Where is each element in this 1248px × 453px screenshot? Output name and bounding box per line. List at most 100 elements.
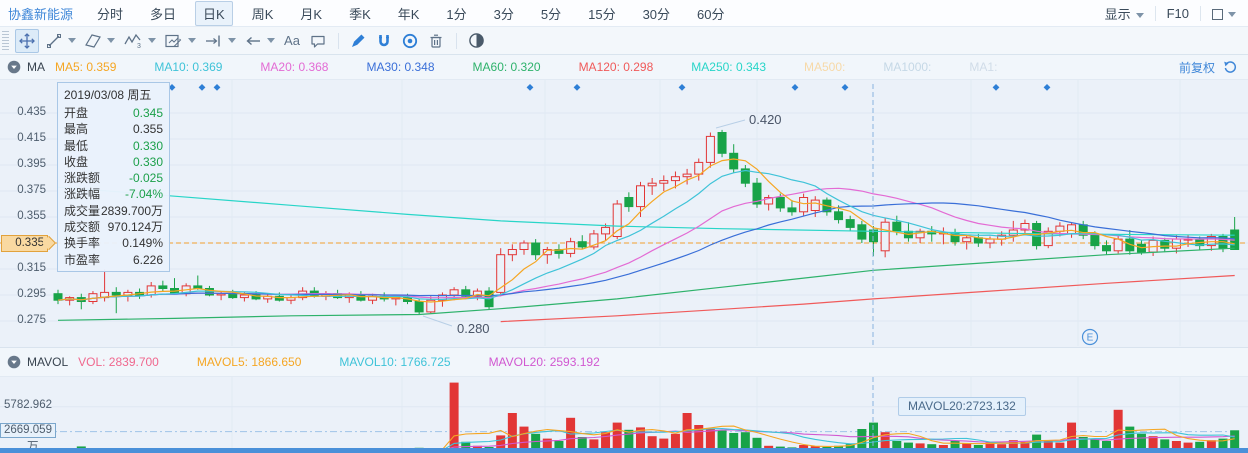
collapse-icon[interactable] (7, 355, 21, 369)
indicator-name[interactable]: MAVOL (27, 355, 69, 369)
price-annotation: 0.420 (749, 112, 782, 127)
continuous-draw-button[interactable] (399, 29, 421, 53)
f10-button[interactable]: F10 (1166, 5, 1189, 21)
tooltip-row: 涨跌幅 -7.04% (64, 187, 163, 202)
price-axis-label: 0.395 (17, 158, 46, 170)
chevron-down-icon (148, 38, 156, 43)
mavol-indicator-bar: MAVOL VOL: 2839.700 MAVOL5: 1866.650 MAVOL… (0, 347, 1248, 377)
event-diamond-icon[interactable] (791, 84, 799, 91)
volume-axis-upper: 5782.962 (4, 399, 52, 411)
display-dropdown[interactable]: 显示 (1105, 4, 1144, 23)
ma-value[interactable]: MA250: 0.343 (691, 60, 766, 74)
ma-value[interactable]: MA120: 0.298 (578, 60, 654, 74)
event-diamond-icon[interactable] (213, 84, 221, 91)
tooltip-row: 成交额 970.124万 (64, 220, 163, 235)
event-diamond-icon[interactable] (992, 84, 1000, 91)
tab-60分[interactable]: 60分 (697, 6, 725, 22)
window-icon (1212, 8, 1223, 20)
tooltip-row: 最低 0.330 (64, 138, 163, 153)
arrow-tool-button[interactable] (242, 29, 277, 53)
tooltip-row: 成交量 2839.700万 (64, 203, 163, 218)
period-tabs: 分时 多日 日K 周K 月K 季K 年K 1分 3分 5分 15分 30分 60分 (97, 0, 752, 26)
toolbar-grip-handle[interactable] (2, 30, 9, 51)
window-layout-dropdown[interactable] (1212, 6, 1236, 21)
tab-3分[interactable]: 3分 (493, 6, 514, 22)
adjust-mode-button[interactable]: 前复权 (1178, 60, 1215, 75)
event-diamond-icon[interactable] (526, 84, 534, 91)
wave-tool-button[interactable]: 3 (121, 29, 158, 53)
speech-bubble-icon (311, 35, 325, 48)
divider (338, 32, 339, 49)
price-annotation: 0.280 (457, 321, 490, 336)
ma-value[interactable]: MA20: 0.368 (260, 60, 329, 74)
event-diamond-icon[interactable] (573, 84, 581, 91)
tab-30分[interactable]: 30分 (642, 6, 671, 22)
ma-value[interactable]: MA5: 0.359 (55, 60, 117, 74)
tooltip-row: 收盘 0.330 (64, 154, 163, 169)
event-diamond-icon[interactable] (1043, 84, 1051, 91)
mavol-value[interactable]: MAVOL20: 2593.192 (488, 355, 600, 369)
collapse-icon[interactable] (7, 60, 21, 74)
tab-月K[interactable]: 月K (300, 6, 323, 22)
price-axis-label: 0.295 (17, 288, 46, 300)
ma-value[interactable]: MA10: 0.369 (154, 60, 223, 74)
event-circle-icon[interactable] (1081, 328, 1099, 346)
ma-value[interactable]: MA1000: (883, 60, 932, 74)
price-axis-label: 0.275 (17, 314, 46, 326)
tab-分时[interactable]: 分时 (97, 6, 124, 22)
tab-日K[interactable]: 日K (195, 0, 233, 26)
ma-indicator-bar: MA MA5: 0.359 MA10: 0.369 MA20: 0.368 MA30:… (0, 55, 1248, 80)
text-tool-button[interactable]: Aa (281, 29, 303, 53)
mavol-values: VOL: 2839.700 MAVOL5: 1866.650 MAVOL10: 17… (78, 355, 638, 369)
magnet-mode-button[interactable] (373, 29, 395, 53)
volume-plot (0, 377, 1248, 453)
candlestick-chart[interactable]: 0.420 0.280 E 0.435 0.415 0.395 0.375 0.355 0.3… (0, 80, 1248, 346)
svg-text:3: 3 (137, 43, 141, 50)
contrast-toggle-button[interactable] (465, 29, 488, 53)
pencil-icon (352, 34, 365, 47)
ma-value[interactable]: MA1: (969, 60, 998, 74)
display-label: 显示 (1104, 6, 1131, 22)
comment-tool-button[interactable] (307, 29, 329, 53)
event-diamond-icon[interactable] (198, 84, 206, 91)
tab-年K[interactable]: 年K (397, 6, 420, 22)
mavol-value[interactable]: VOL: 2839.700 (78, 355, 159, 369)
undo-icon[interactable] (1223, 60, 1238, 74)
ma-value[interactable]: MA30: 0.348 (366, 60, 435, 74)
trash-icon (430, 34, 442, 48)
extend-line-tool-button[interactable] (202, 29, 238, 53)
draw-mode-button[interactable] (347, 29, 369, 53)
stock-name[interactable]: 协鑫新能源 (8, 6, 74, 22)
divider (456, 32, 457, 49)
tab-5分[interactable]: 5分 (540, 6, 562, 22)
ma-value[interactable]: MA60: 0.320 (472, 60, 541, 74)
time-scrollbar[interactable] (0, 448, 1248, 453)
delete-drawings-button[interactable] (425, 29, 447, 53)
mavol-value[interactable]: MAVOL10: 1766.725 (339, 355, 451, 369)
pan-tool-button[interactable] (15, 28, 39, 53)
chevron-down-icon (228, 38, 236, 43)
left-arrow-icon (246, 36, 260, 45)
pattern-tool-button[interactable] (162, 29, 198, 53)
text-tool-icon: Aa (284, 33, 300, 48)
mavol-value[interactable]: MAVOL5: 1866.650 (196, 355, 302, 369)
price-axis-label: 0.435 (17, 106, 46, 118)
event-diamond-icon[interactable] (678, 84, 686, 91)
ma-value[interactable]: MA500: (804, 60, 846, 74)
volume-chart[interactable]: 5782.962 2669.059 万 (0, 377, 1248, 453)
trendline-tool-button[interactable] (43, 29, 78, 53)
tab-季K[interactable]: 季K (349, 6, 371, 22)
event-diamond-icon[interactable] (841, 84, 849, 91)
chevron-down-icon (1228, 11, 1236, 17)
tab-15分[interactable]: 15分 (588, 6, 616, 22)
pattern-canvas-icon (165, 34, 182, 47)
tooltip-date: 2019/03/08 周五 (64, 88, 152, 102)
indicator-name[interactable]: MA (27, 60, 45, 74)
tab-周K[interactable]: 周K (251, 6, 274, 22)
tab-多日[interactable]: 多日 (150, 6, 177, 22)
channel-tool-button[interactable] (82, 29, 117, 53)
tab-1分[interactable]: 1分 (446, 6, 467, 22)
volume-axis-unit: 万 (27, 441, 39, 453)
magnet-icon (379, 34, 389, 46)
